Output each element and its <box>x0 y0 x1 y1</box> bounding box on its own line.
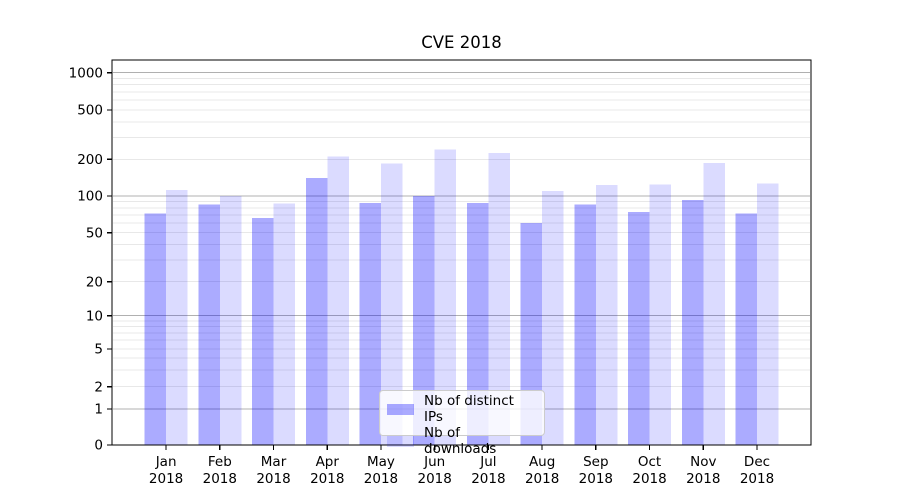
legend-label-distinct-ips: Nb of distinct IPs <box>424 393 514 425</box>
x-tick-label-month: Jun <box>423 454 445 470</box>
bar-distinct-ips <box>413 195 435 445</box>
bar-distinct-ips <box>144 213 167 445</box>
y-tick-label: 1 <box>94 402 103 418</box>
x-tick-label-year: 2018 <box>471 471 505 487</box>
x-tick-label-month: Apr <box>316 454 340 470</box>
y-tick-label: 50 <box>86 225 103 241</box>
x-tick-label-year: 2018 <box>632 471 666 487</box>
y-tick-label: 0 <box>94 438 103 454</box>
y-tick-label: 2 <box>94 379 103 395</box>
bar-distinct-ips <box>520 223 543 445</box>
y-tick-label: 20 <box>86 274 103 290</box>
x-tick-label-month: Feb <box>208 454 232 470</box>
bar-downloads <box>273 203 296 445</box>
bar-distinct-ips <box>252 217 274 445</box>
bar-downloads <box>756 183 779 445</box>
x-tick-label-month: Aug <box>529 454 555 470</box>
legend-label-downloads: Nb of downloads <box>424 425 497 457</box>
x-tick-label-year: 2018 <box>364 471 398 487</box>
x-tick-label-month: Nov <box>690 454 716 470</box>
y-tick-label: 1000 <box>69 65 103 81</box>
bar-downloads <box>703 162 725 446</box>
y-tick-label: 10 <box>86 308 103 324</box>
x-tick-label-year: 2018 <box>256 471 290 487</box>
x-tick-label-year: 2018 <box>579 471 613 487</box>
bar-downloads <box>327 156 349 445</box>
bar-downloads <box>380 163 403 445</box>
bar-downloads <box>542 190 564 445</box>
x-tick-label-year: 2018 <box>686 471 720 487</box>
bar-downloads <box>166 189 188 445</box>
legend-swatch-downloads <box>387 435 414 447</box>
x-tick-label-month: Jul <box>479 454 496 470</box>
bar-distinct-ips <box>198 204 220 445</box>
legend-swatch-distinct-ips <box>387 403 414 415</box>
x-tick-label-year: 2018 <box>149 471 183 487</box>
legend-entry-distinct-ips: Nb of distinct IPs <box>387 393 536 425</box>
x-tick-label-year: 2018 <box>203 471 237 487</box>
x-tick-label-year: 2018 <box>525 471 559 487</box>
y-tick-label: 500 <box>77 103 103 119</box>
bar-downloads <box>649 184 672 445</box>
bar-distinct-ips <box>466 202 489 445</box>
x-tick-label-month: Dec <box>744 454 770 470</box>
chart-title: CVE 2018 <box>421 33 502 52</box>
x-tick-label-year: 2018 <box>418 471 452 487</box>
bar-distinct-ips <box>681 199 704 445</box>
x-tick-label-month: Mar <box>261 454 287 470</box>
bar-distinct-ips <box>359 202 381 445</box>
bar-distinct-ips <box>574 204 596 445</box>
bar-distinct-ips <box>305 178 328 445</box>
x-tick-label-year: 2018 <box>310 471 344 487</box>
y-tick-label: 100 <box>77 189 103 205</box>
x-tick-label-month: May <box>367 454 395 470</box>
axes-spines <box>111 59 812 446</box>
bar-downloads <box>595 185 618 445</box>
x-tick-label-month: Sep <box>583 454 608 470</box>
bar-downloads <box>219 195 242 445</box>
legend: Nb of distinct IPs Nb of downloads <box>379 390 545 457</box>
legend-entry-downloads: Nb of downloads <box>387 425 536 457</box>
x-tick-label-year: 2018 <box>740 471 774 487</box>
y-tick-label: 5 <box>94 342 103 358</box>
bar-downloads <box>434 149 457 445</box>
bar-distinct-ips <box>735 213 757 445</box>
x-tick-label-month: Jan <box>155 454 177 470</box>
x-tick-label-month: Oct <box>638 454 661 470</box>
y-tick-label: 200 <box>77 152 103 168</box>
bar-distinct-ips <box>628 211 650 445</box>
bar-downloads <box>488 153 510 445</box>
